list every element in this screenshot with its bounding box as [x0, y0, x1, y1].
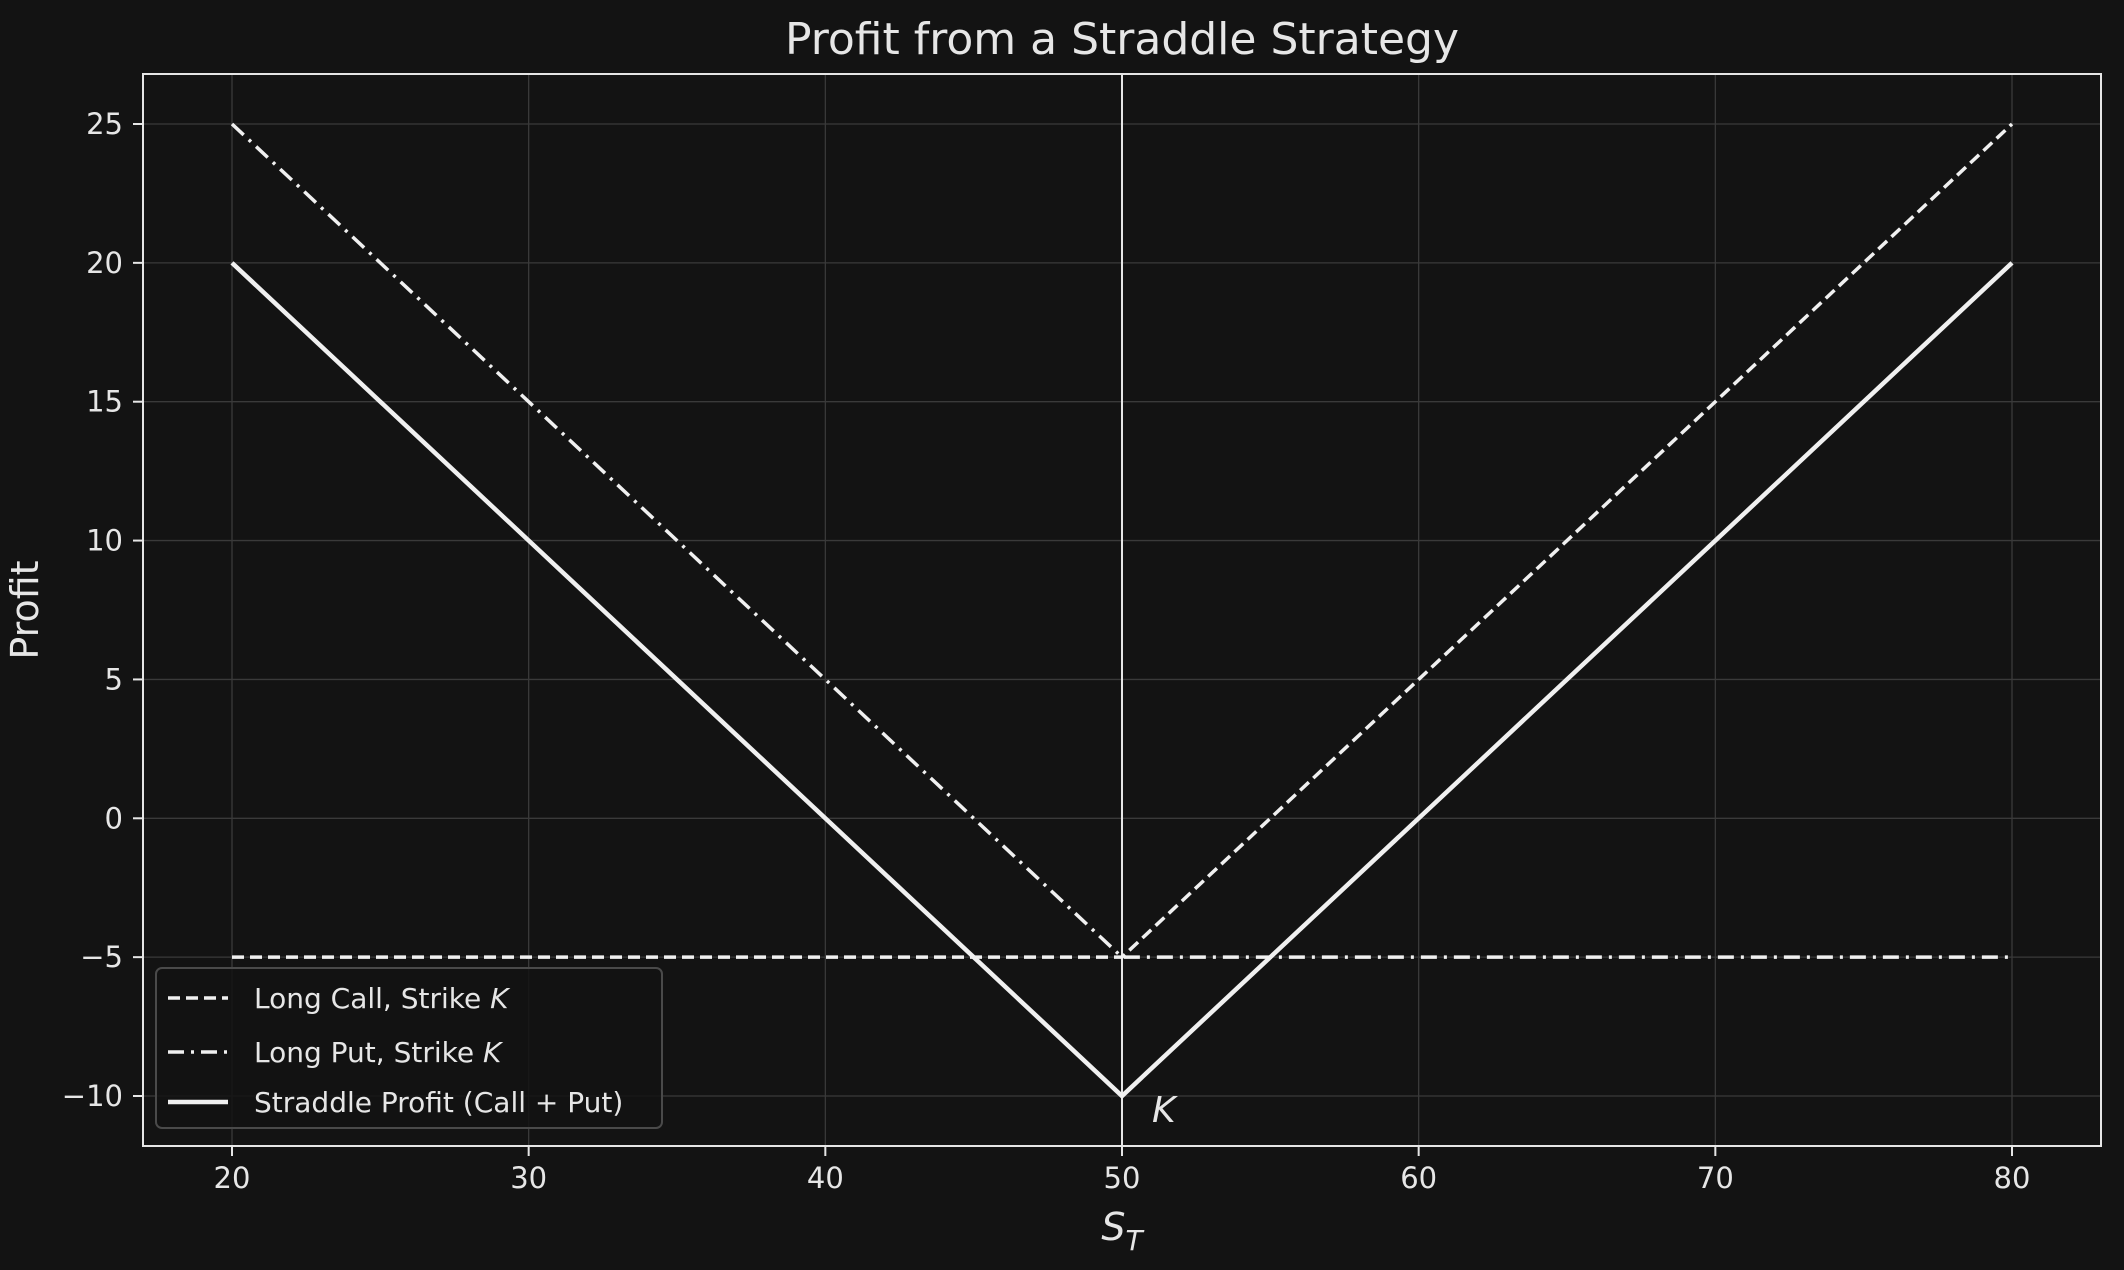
legend-label: Long Put, Strike K	[254, 1036, 504, 1069]
x-tick-label: 30	[510, 1161, 547, 1195]
series-line-dashed	[232, 122, 2014, 959]
legend-label-italic: K	[490, 982, 511, 1015]
y-tick-label: 5	[105, 662, 123, 696]
legend-label-italic: K	[483, 1036, 504, 1069]
x-tick-label: 70	[1697, 1161, 1734, 1195]
chart-title: Profit from a Straddle Strategy	[785, 14, 1459, 65]
x-tick-label: 20	[214, 1161, 251, 1195]
x-tick-label: 60	[1400, 1161, 1437, 1195]
x-tick-label: 80	[1994, 1161, 2031, 1195]
annotation-layer: K	[1152, 1090, 1178, 1131]
legend-label: Straddle Profit (Call + Put)	[254, 1086, 623, 1119]
x-tick-label: 40	[807, 1161, 844, 1195]
x-axis-label: ST	[1101, 1205, 1144, 1257]
y-tick-label: 0	[105, 801, 123, 835]
legend-label: Long Call, Strike K	[254, 982, 511, 1015]
x-axis-label-subscript: T	[1126, 1224, 1145, 1257]
legend-label-text: Straddle Profit (Call + Put)	[254, 1086, 623, 1119]
strike-annotation-label: K	[1152, 1090, 1178, 1131]
y-tick-label: 15	[86, 385, 123, 419]
series-layer	[230, 122, 2014, 1100]
legend-label-text: Long Call, Strike	[254, 982, 490, 1015]
y-tick-label: 20	[86, 246, 123, 280]
x-axis-label-main: S	[1101, 1205, 1125, 1249]
y-tick-label: 25	[86, 107, 123, 141]
legend-box	[155, 967, 663, 1129]
legend-label-text: Long Put, Strike	[254, 1036, 483, 1069]
series-line-solid	[230, 261, 2014, 1100]
y-tick-label: −5	[80, 940, 123, 974]
series-line-dashdot	[230, 122, 2012, 959]
x-tick-label: 50	[1104, 1161, 1141, 1195]
y-axis-label: Profit	[3, 560, 47, 659]
y-tick-label: −10	[62, 1079, 123, 1113]
y-tick-label: 10	[86, 524, 123, 558]
